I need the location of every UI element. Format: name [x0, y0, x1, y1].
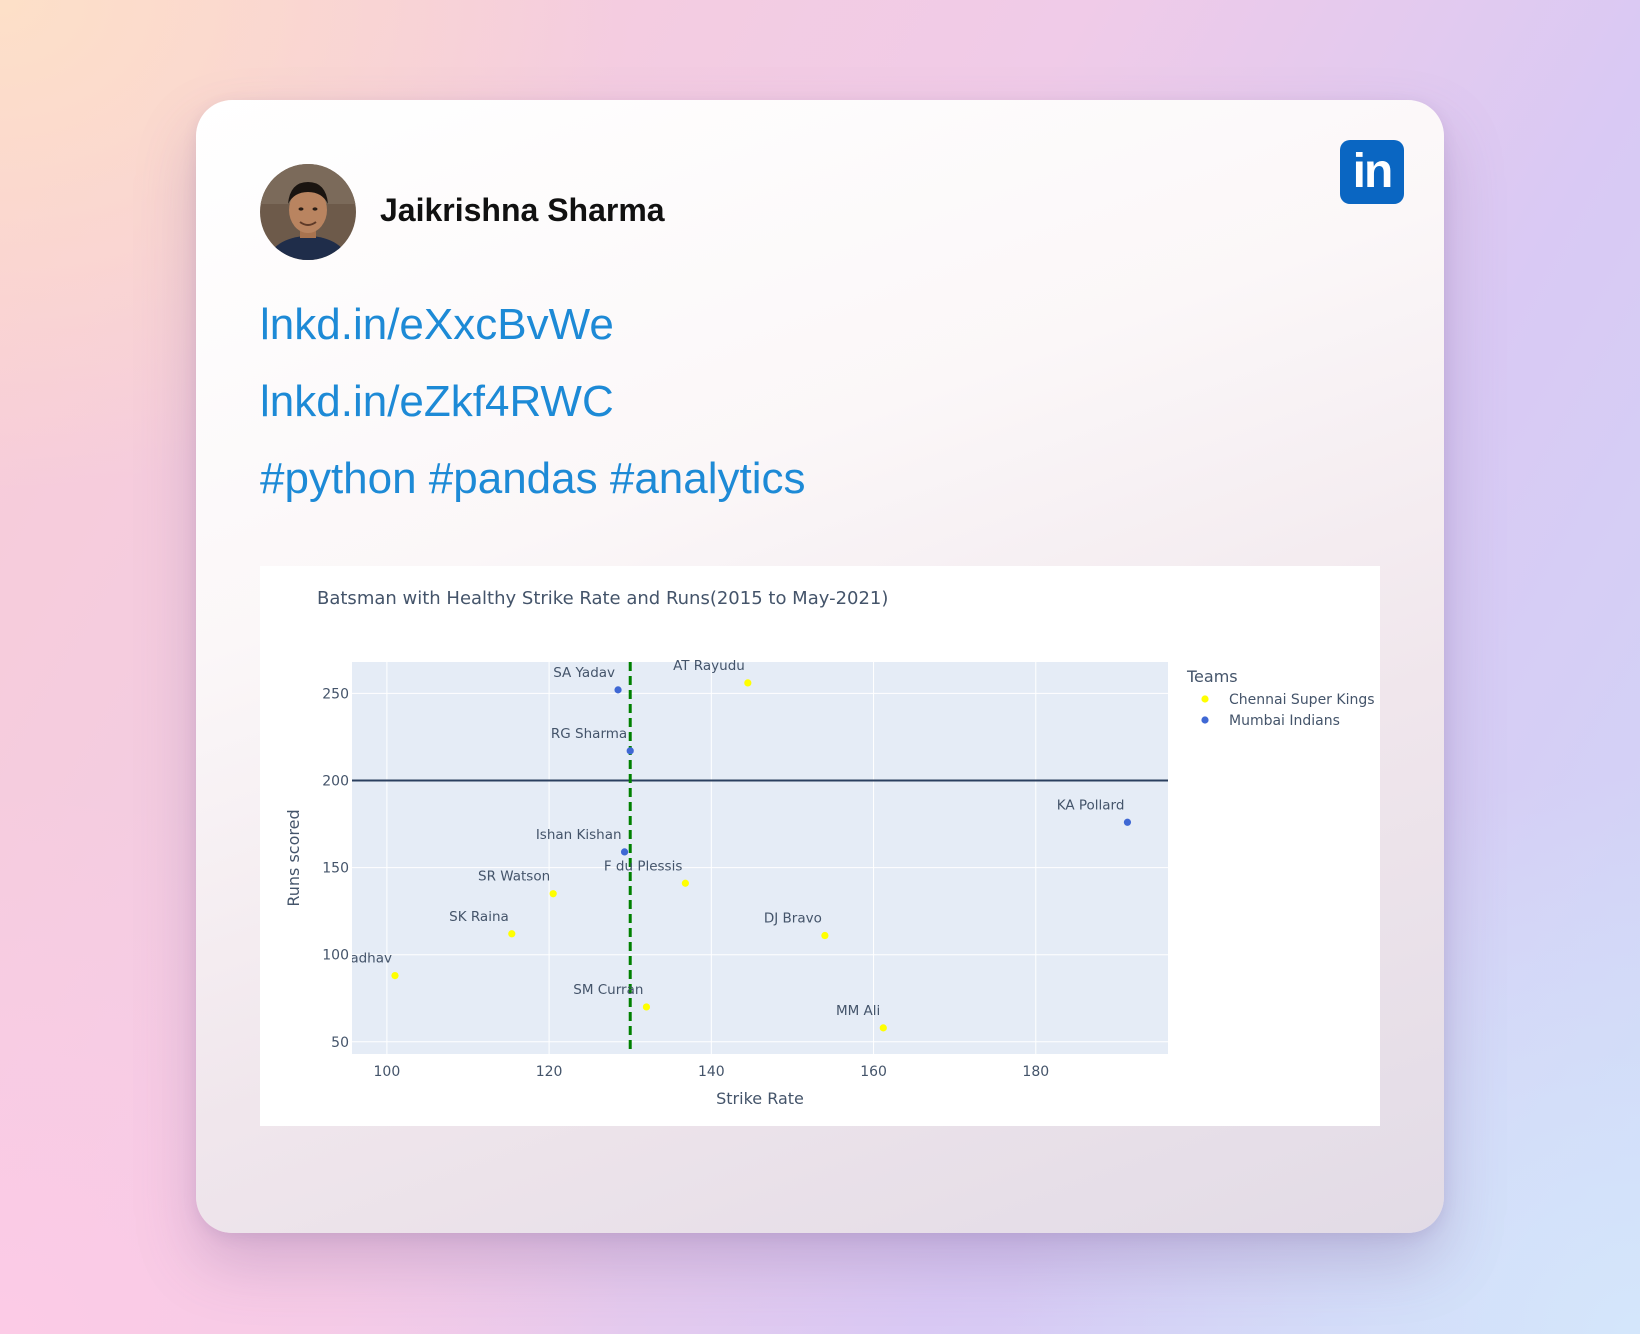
y-tick-label: 50	[331, 1035, 349, 1051]
point-label: SR Watson	[478, 869, 550, 885]
point-label: AT Rayudu	[673, 658, 745, 674]
data-point[interactable]	[549, 890, 557, 898]
legend-marker	[1201, 695, 1209, 703]
data-point[interactable]	[508, 930, 516, 938]
scatter-chart: Batsman with Healthy Strike Rate and Run…	[284, 588, 1375, 1108]
y-tick-label: 200	[322, 773, 349, 789]
reference-lines	[352, 662, 1168, 1054]
plot-area	[352, 662, 1168, 1054]
data-point[interactable]	[744, 679, 752, 687]
point-label: RG Sharma	[551, 726, 627, 742]
data-points: AT Rayudu F du Plessis SR Watson SK Raina DJ…	[322, 658, 1132, 1032]
legend: Teams Chennai Super Kings Mumbai Indians	[1186, 667, 1375, 729]
point-label: DJ Bravo	[764, 911, 822, 927]
legend-title: Teams	[1186, 667, 1238, 686]
data-point[interactable]	[1123, 818, 1132, 826]
legend-entry[interactable]: Chennai Super Kings	[1229, 692, 1375, 708]
y-axis-label: Runs scored	[284, 809, 303, 906]
legend-marker	[1201, 716, 1209, 724]
author-avatar[interactable]	[260, 164, 356, 260]
grid-lines	[352, 662, 1168, 1054]
point-label: MM Ali	[836, 1003, 880, 1019]
point-label: SM Curran	[573, 982, 643, 998]
y-tick-label: 100	[322, 948, 349, 964]
x-tick-label: 160	[860, 1064, 887, 1080]
x-tick-label: 100	[374, 1064, 401, 1080]
point-label: F du Plessis	[604, 858, 683, 874]
post-link-2[interactable]: lnkd.in/eZkf4RWC	[260, 377, 614, 426]
author-name[interactable]: Jaikrishna Sharma	[380, 192, 665, 228]
y-tick-label: 250	[322, 686, 349, 702]
data-point[interactable]	[391, 972, 399, 980]
x-tick-label: 140	[698, 1064, 725, 1080]
y-tick-labels: 50 100 150 200 250	[322, 686, 349, 1050]
post-hashtags[interactable]: #python #pandas #analytics	[260, 454, 806, 503]
avatar-photo	[260, 164, 356, 260]
point-label: KA Pollard	[1057, 797, 1125, 813]
data-point[interactable]	[620, 848, 629, 856]
chart-title: Batsman with Healthy Strike Rate and Run…	[317, 588, 888, 609]
x-axis-label: Strike Rate	[716, 1089, 804, 1108]
x-tick-label: 120	[536, 1064, 563, 1080]
point-label: KM Jadhav	[322, 951, 392, 967]
x-tick-label: 180	[1022, 1064, 1049, 1080]
data-point[interactable]	[626, 747, 634, 755]
data-point[interactable]	[879, 1024, 887, 1032]
y-tick-label: 150	[322, 861, 349, 877]
data-point[interactable]	[642, 1003, 651, 1011]
data-point[interactable]	[681, 879, 689, 887]
point-label: Ishan Kishan	[536, 827, 622, 843]
point-label: SA Yadav	[553, 665, 615, 681]
post-link-1[interactable]: lnkd.in/eXxcBvWe	[260, 300, 614, 349]
chart-image: Batsman with Healthy Strike Rate and Run…	[260, 566, 1380, 1126]
linkedin-icon[interactable]: in	[1340, 140, 1404, 204]
data-point[interactable]	[821, 931, 829, 940]
x-tick-labels: 100 120 140 160 180	[374, 1064, 1050, 1080]
post-card: Jaikrishna Sharma in lnkd.in/eXxcBvWe ln…	[196, 100, 1444, 1233]
point-label: SK Raina	[449, 909, 509, 925]
data-point[interactable]	[614, 686, 622, 694]
legend-entry[interactable]: Mumbai Indians	[1229, 713, 1340, 729]
